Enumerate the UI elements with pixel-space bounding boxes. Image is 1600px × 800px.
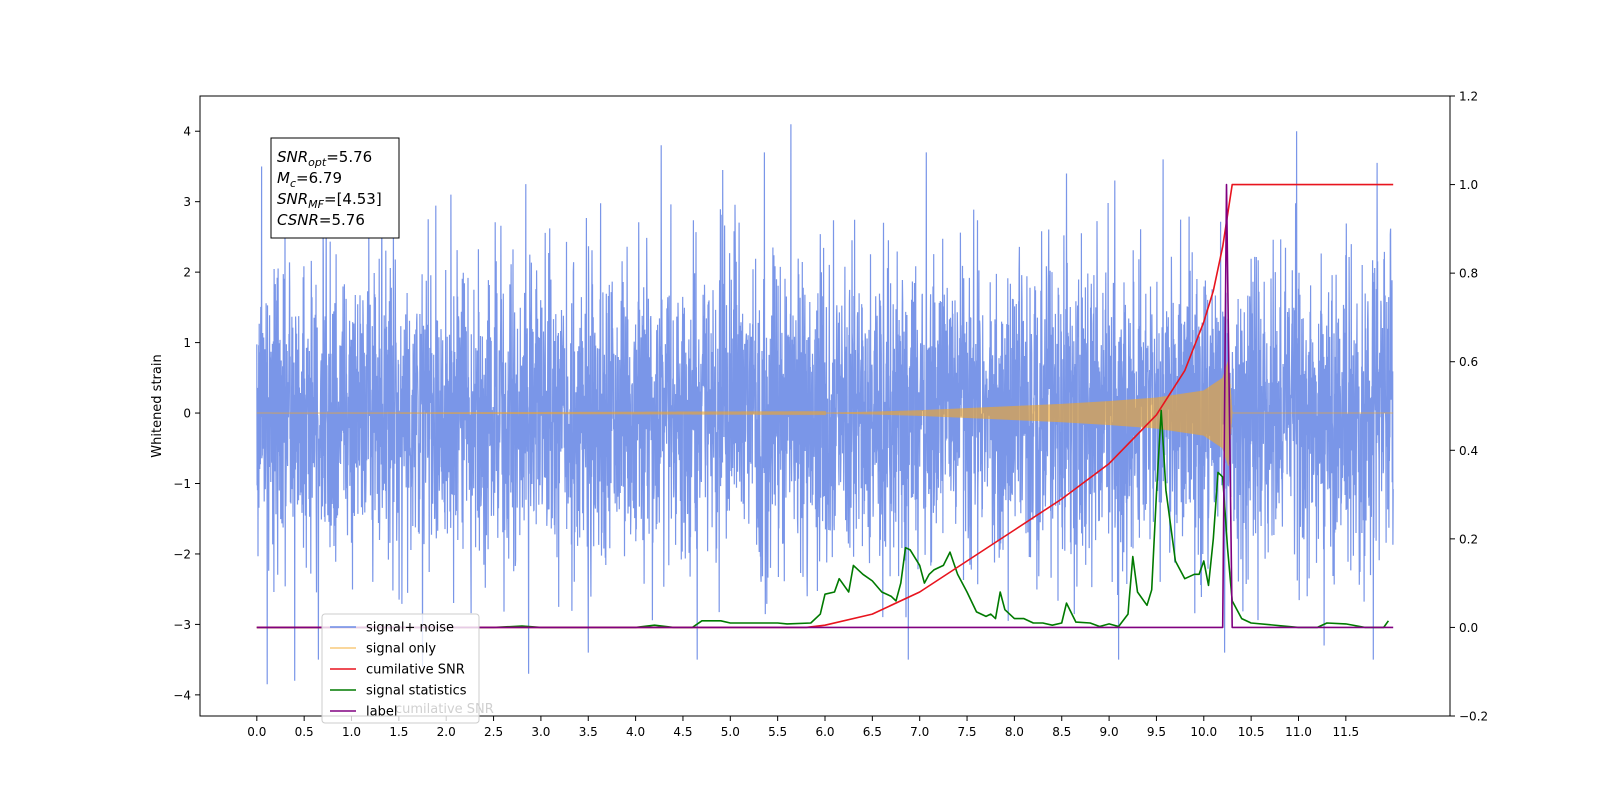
y-left-tick-label: 3 — [183, 195, 191, 209]
y-left-tick-label: 1 — [183, 336, 191, 350]
y-left-tick-label: −3 — [173, 618, 191, 632]
legend-entry: cumilative SNR — [366, 663, 465, 678]
y-axis-left: 4 3 2 1 0 −1 −2 −3 −4 — [173, 125, 200, 702]
x-tick-label: 3.0 — [531, 725, 550, 739]
x-tick-label: 8.0 — [1005, 725, 1024, 739]
series-signal-statistics-line — [256, 409, 1390, 629]
x-tick-label: 7.5 — [957, 725, 976, 739]
y-axis-right: 1.2 1.0 0.8 0.6 0.4 0.2 0.0 −0.2 — [1450, 90, 1488, 724]
x-tick-label: 1.5 — [389, 725, 408, 739]
x-tick-label: 10.5 — [1238, 725, 1265, 739]
x-tick-label: 2.5 — [484, 725, 503, 739]
y-right-tick-label: 1.2 — [1459, 90, 1478, 104]
y-right-tick-label: 0.2 — [1459, 532, 1478, 546]
y-right-tick-label: 0.8 — [1459, 267, 1478, 281]
x-tick-label: 9.5 — [1147, 725, 1166, 739]
annotation-line: SNRMF=[4.53] — [277, 190, 382, 211]
x-tick-label: 2.0 — [437, 725, 456, 739]
x-axis: 0.0 0.5 1.0 1.5 2.0 2.5 3.0 3.5 4.0 4.5 5.0 5.5 6.0 6… — [247, 716, 1359, 739]
y-left-tick-label: 2 — [183, 266, 191, 280]
legend-entry: signal only — [366, 642, 436, 657]
annotation-line: CSNR=5.76 — [277, 211, 365, 229]
y-right-tick-label: 0.0 — [1459, 621, 1478, 635]
legend-hidden-text: cumilative SNR — [395, 702, 494, 717]
x-tick-label: 0.0 — [247, 725, 266, 739]
x-tick-label: 9.0 — [1100, 725, 1119, 739]
series-layer — [256, 124, 1394, 685]
x-tick-label: 10.0 — [1190, 725, 1217, 739]
x-tick-label: 11.0 — [1285, 725, 1312, 739]
legend-entry: label — [366, 705, 397, 720]
y-left-tick-label: −1 — [173, 477, 191, 491]
y-left-tick-label: 4 — [183, 125, 191, 139]
y-left-tick-label: −4 — [173, 688, 191, 702]
y-left-tick-label: 0 — [183, 407, 191, 421]
annotation-frame — [270, 137, 400, 239]
x-tick-label: 7.0 — [910, 725, 929, 739]
y-axis-label: Whitened strain — [150, 354, 165, 457]
y-right-tick-label: 1.0 — [1459, 178, 1478, 192]
x-tick-label: 1.0 — [342, 725, 361, 739]
legend-entry: signal+ noise — [366, 621, 454, 636]
y-right-tick-label: 0.4 — [1459, 444, 1478, 458]
x-tick-label: 4.0 — [626, 725, 645, 739]
x-tick-label: 8.5 — [1052, 725, 1071, 739]
x-tick-label: 0.5 — [295, 725, 314, 739]
annotation-line: Mc=6.79 — [277, 169, 342, 190]
legend-frame — [321, 613, 480, 724]
x-tick-label: 11.5 — [1332, 725, 1359, 739]
series-signal-noise-line — [256, 124, 1394, 685]
y-left-tick-label: −2 — [173, 547, 191, 561]
x-tick-label: 3.5 — [579, 725, 598, 739]
legend-entry: signal statistics — [366, 684, 467, 699]
y-right-tick-label: −0.2 — [1459, 710, 1488, 724]
series-label-line — [256, 183, 1394, 629]
x-tick-label: 6.0 — [815, 725, 834, 739]
x-tick-label: 4.5 — [673, 725, 692, 739]
legend: cumilative SNR signal+ noise signal only cu… — [321, 613, 494, 724]
y-right-tick-label: 0.6 — [1459, 355, 1478, 369]
series-cumulative-snr-line — [256, 183, 1394, 629]
annotation-line: SNRopt=5.76 — [277, 148, 372, 169]
x-tick-label: 5.5 — [768, 725, 787, 739]
x-tick-label: 6.5 — [863, 725, 882, 739]
series-signal-only-line — [256, 360, 1394, 466]
x-tick-label: 5.0 — [721, 725, 740, 739]
